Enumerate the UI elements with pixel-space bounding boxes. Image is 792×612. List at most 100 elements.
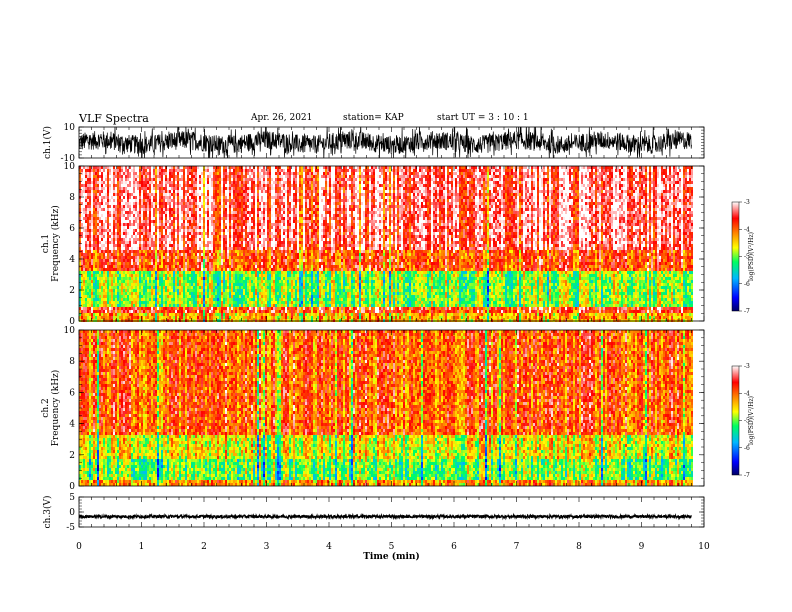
spectrogram-cell (95, 271, 97, 274)
spectrogram-cell (115, 208, 117, 211)
spectrogram-cell (95, 220, 97, 223)
spectrogram-cell (89, 217, 91, 220)
spectrogram-cell (111, 181, 113, 184)
spectrogram-cell (87, 247, 89, 250)
spectrogram-cell (123, 217, 125, 220)
spectrogram-cell (101, 217, 103, 220)
spectrogram-cell (99, 229, 101, 232)
spectrogram-cell (95, 238, 97, 241)
spectrogram-cell (107, 166, 109, 169)
spectrogram-cell (85, 247, 87, 250)
spectrogram-cell (107, 310, 109, 313)
spectrogram-cell (111, 226, 113, 229)
spectrogram-cell (81, 283, 83, 286)
spectrogram-cell (101, 313, 103, 316)
spectrogram-cell (83, 283, 85, 286)
spectrogram-cell (113, 316, 115, 319)
spectrogram-cell (115, 196, 117, 199)
spectrogram-cell (123, 202, 125, 205)
spectrogram-cell (89, 265, 91, 268)
spectrogram-cell (85, 184, 87, 187)
spectrogram-cell (93, 268, 95, 271)
spectrogram-cell (117, 271, 119, 274)
spectrogram-cell (117, 202, 119, 205)
spectrogram-cell (123, 172, 125, 175)
spectrogram-cell (91, 211, 93, 214)
spectrogram-cell (109, 217, 111, 220)
spectrogram-cell (105, 241, 107, 244)
spectrogram-cell (119, 214, 121, 217)
spectrogram-cell (89, 178, 91, 181)
spectrogram-cell (119, 190, 121, 193)
spectrogram-cell (115, 295, 117, 298)
spectrogram-cell (87, 181, 89, 184)
spectrogram-cell (93, 205, 95, 208)
spectrogram-cell (97, 283, 99, 286)
spectrogram-cell (109, 184, 111, 187)
spectrogram-cell (89, 214, 91, 217)
spectrogram-cell (99, 217, 101, 220)
spectrogram-cell (81, 271, 83, 274)
spectrogram-cell (81, 226, 83, 229)
spectrogram-cell (125, 181, 127, 184)
spectrogram-cell (95, 166, 97, 169)
spectrogram-cell (99, 244, 101, 247)
spectrogram-cell (117, 217, 119, 220)
spectrogram-cell (113, 298, 115, 301)
spectrogram-cell (101, 280, 103, 283)
spectrogram-cell (111, 223, 113, 226)
spectrogram-cell (87, 235, 89, 238)
spectrogram-cell (95, 313, 97, 316)
spectrogram-cell (83, 286, 85, 289)
spectrogram-cell (95, 262, 97, 265)
spectrogram-cell (83, 226, 85, 229)
spectrogram-cell (111, 220, 113, 223)
spectrogram-cell (103, 271, 105, 274)
spectrogram-cell (89, 220, 91, 223)
spectrogram-cell (117, 247, 119, 250)
spectrogram-cell (115, 274, 117, 277)
spectrogram-cell (89, 223, 91, 226)
spectrogram-cell (89, 313, 91, 316)
spectrogram-cell (109, 304, 111, 307)
spectrogram-cell (93, 223, 95, 226)
spectrogram-cell (123, 187, 125, 190)
spectrogram-cell (89, 190, 91, 193)
spectrogram-cell (99, 316, 101, 319)
spectrogram-cell (103, 280, 105, 283)
spectrogram-cell (105, 259, 107, 262)
spectrogram-cell (95, 250, 97, 253)
spectrogram-cell (87, 232, 89, 235)
spectrogram-cell (107, 214, 109, 217)
spectrogram-cell (119, 244, 121, 247)
spectrogram-cell (99, 268, 101, 271)
spectrogram-cell (105, 253, 107, 256)
spectrogram-cell (91, 214, 93, 217)
spectrogram-cell (111, 307, 113, 310)
spectrogram-cell (97, 271, 99, 274)
spectrogram-cell (83, 310, 85, 313)
spectrogram-cell (119, 289, 121, 292)
spectrogram-cell (87, 193, 89, 196)
spectrogram-cell (105, 187, 107, 190)
spectrogram-cell (119, 304, 121, 307)
spectrogram-cell (85, 265, 87, 268)
spectrogram-cell (123, 175, 125, 178)
spectrogram-cell (97, 169, 99, 172)
spectrogram-cell (89, 250, 91, 253)
spectrogram-cell (93, 241, 95, 244)
spectrogram-cell (113, 271, 115, 274)
spectrogram-cell (109, 241, 111, 244)
spectrogram-cell (111, 208, 113, 211)
spectrogram-cell (103, 172, 105, 175)
spectrogram-cell (87, 280, 89, 283)
spectrogram-cell (101, 196, 103, 199)
spectrogram-cell (121, 166, 123, 169)
spectrogram-cell (111, 274, 113, 277)
spectrogram-cell (111, 202, 113, 205)
spectrogram-cell (109, 271, 111, 274)
spectrogram-cell (95, 316, 97, 319)
spectrogram-cell (123, 271, 125, 274)
spectrogram-cell (83, 211, 85, 214)
spectrogram-cell (121, 292, 123, 295)
